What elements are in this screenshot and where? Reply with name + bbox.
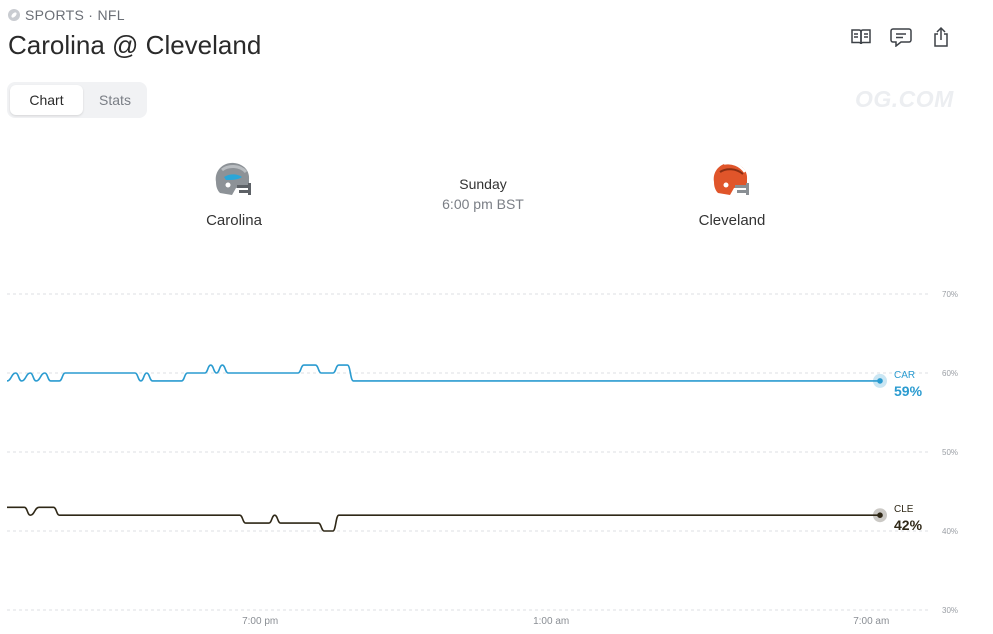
toolbar-comment [888, 24, 914, 50]
y-tick-label: 30% [942, 606, 958, 615]
toolbar-share [928, 24, 954, 50]
series-line-car [6, 364, 880, 382]
series-line-cle [7, 506, 880, 532]
series-name-label: CAR [894, 370, 915, 381]
tab-chart[interactable]: Chart [10, 85, 83, 115]
helmet-icon [212, 160, 254, 203]
book-icon[interactable] [848, 24, 874, 50]
football-icon [8, 9, 20, 21]
game-day: Sunday [459, 176, 507, 192]
share-icon[interactable] [928, 24, 954, 50]
toolbar [848, 24, 874, 50]
y-tick-label: 50% [942, 448, 958, 457]
tab-stats[interactable]: Stats [99, 92, 131, 108]
series-name-label: CLE [894, 504, 914, 515]
helmet-icon [710, 160, 752, 203]
y-tick-label: 60% [942, 369, 958, 378]
series-endpoint [877, 512, 883, 518]
page-title: Carolina @ Cleveland [8, 30, 262, 60]
team-name-away: Cleveland [698, 212, 766, 229]
y-tick-label: 40% [942, 527, 958, 536]
series-value-label: 42% [894, 517, 923, 533]
watermark: OG.COM [855, 86, 954, 112]
series-endpoint [877, 378, 883, 384]
y-tick-label: 70% [942, 290, 958, 299]
breadcrumb-text: SPORTS · NFL [25, 7, 125, 23]
chart-stats-tabs: Chart Stats [7, 82, 147, 118]
game-time: 6:00 pm BST [442, 196, 524, 212]
series-value-label: 59% [894, 383, 923, 399]
x-tick-label: 7:00 pm [242, 616, 278, 627]
x-tick-label: 7:00 am [853, 616, 889, 627]
breadcrumb[interactable]: SPORTS · NFL [8, 7, 125, 23]
probability-chart: 70%60%50%40%30%7:00 pm1:00 am7:00 am1:00… [0, 270, 993, 634]
x-tick-label: 1:00 am [533, 616, 569, 627]
team-name-home: Carolina [206, 212, 262, 229]
chart-svg: 70%60%50%40%30%7:00 pm1:00 am7:00 am1:00… [6, 290, 958, 627]
comment-icon[interactable] [888, 24, 914, 50]
